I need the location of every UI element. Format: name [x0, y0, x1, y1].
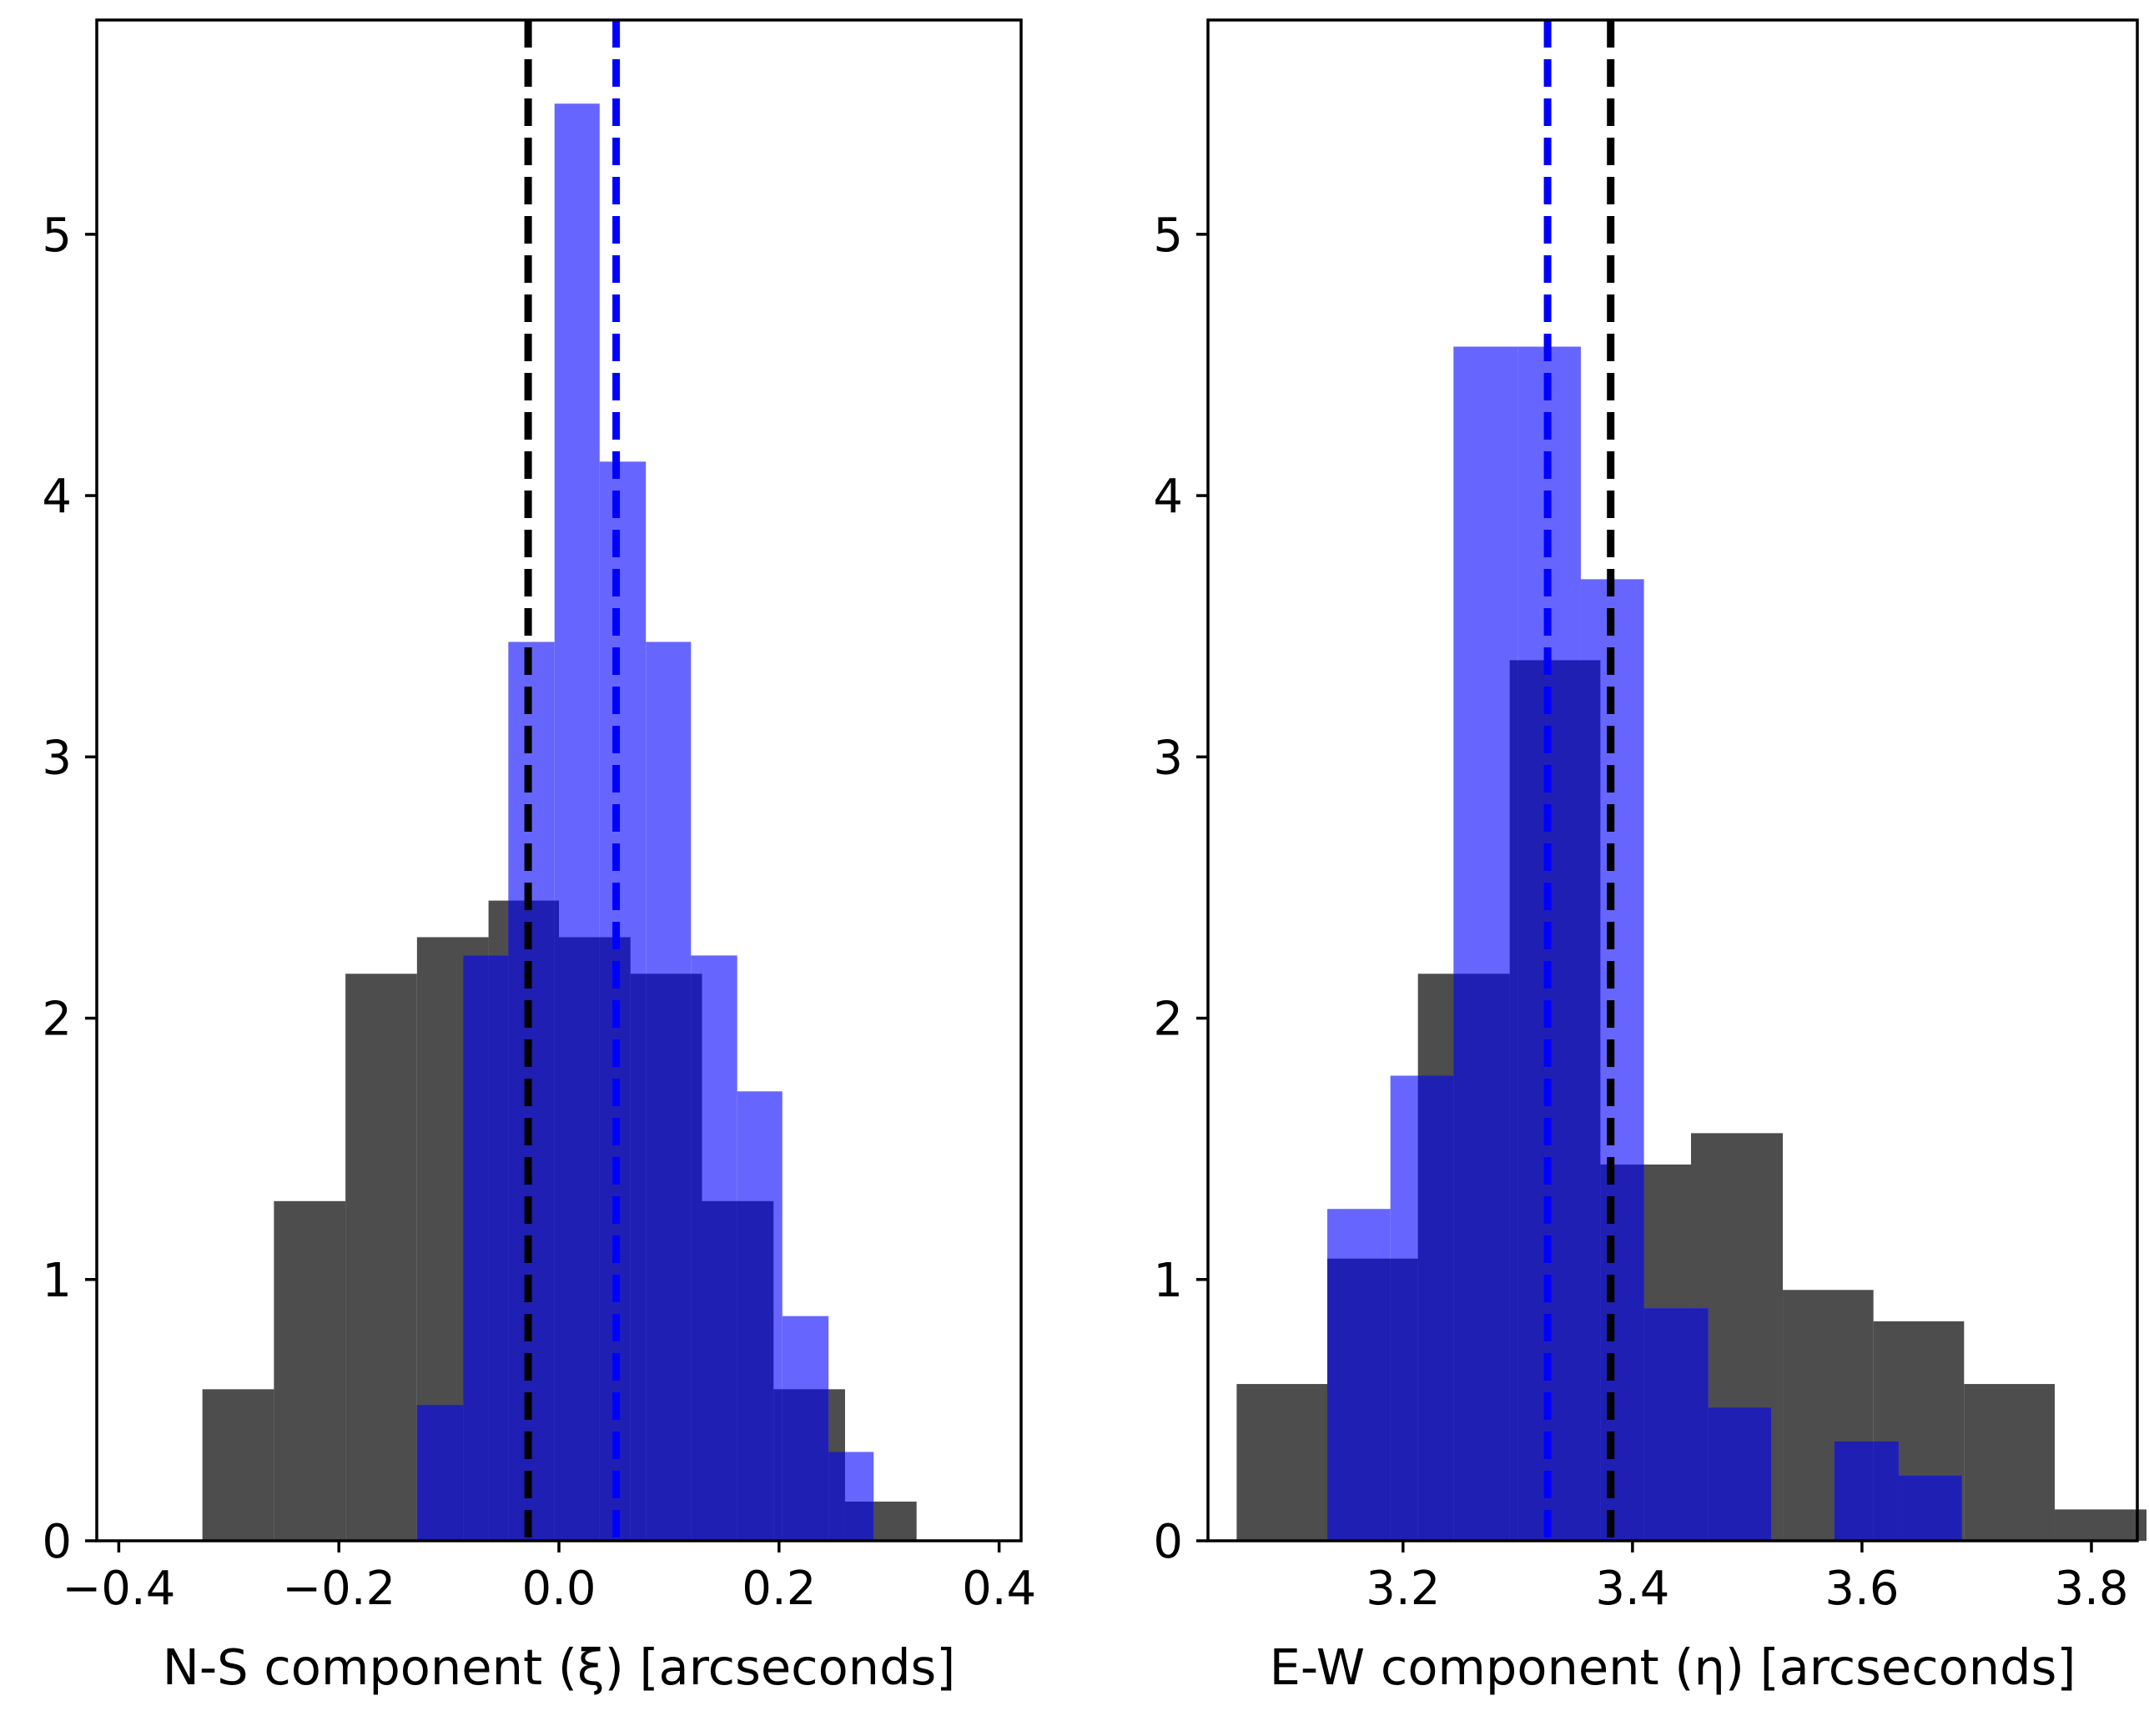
bar-overlap-3 — [1453, 974, 1510, 1541]
y-tick-label-1: 1 — [1153, 1254, 1183, 1308]
bar-overlap-15 — [844, 1502, 874, 1541]
left-panel: −0.4 −0.2 0.0 0.2 0.4 0 1 2 3 4 5 N-S component (ξ)… — [42, 18, 1036, 1696]
right-panel: 3.2 3.4 3.6 3.8 0 1 2 3 4 5 E-W component (η) [arc… — [1153, 18, 2147, 1696]
x-axis-label: E-W component (η) [arcseconds] — [1270, 1638, 2076, 1696]
bar-dark-2 — [345, 974, 417, 1541]
y-tick-label-0: 0 — [42, 1515, 72, 1569]
bar-overlap-8 — [1643, 1308, 1692, 1541]
bar-overlap-11 — [737, 1200, 774, 1541]
bar-overlap-13 — [782, 1389, 829, 1541]
x-tick-label-1: 3.4 — [1595, 1562, 1669, 1616]
bar-overlap-12 — [1873, 1441, 1899, 1541]
x-tick-label-0: −0.4 — [62, 1562, 175, 1616]
y-tick-label-3: 3 — [1153, 731, 1183, 785]
x-tick-label-2: 0.0 — [521, 1562, 596, 1616]
bar-overlap-9 — [691, 974, 702, 1541]
y-tick-label-3: 3 — [42, 731, 72, 785]
x-tick-label-1: −0.2 — [282, 1562, 395, 1616]
axes-frame — [1206, 18, 2139, 1542]
bar-overlap-7 — [630, 974, 647, 1541]
y-tick-label-5: 5 — [42, 209, 72, 263]
bar-overlap-1 — [1390, 1258, 1418, 1541]
bar-overlap-12 — [773, 1389, 783, 1541]
bar-overlap-10 — [702, 1200, 737, 1541]
bar-overlap-2 — [1417, 1075, 1454, 1541]
x-tick-label-0: 3.2 — [1366, 1562, 1440, 1616]
x-tick-label-2: 3.6 — [1824, 1562, 1899, 1616]
bar-dark-9 — [2054, 1509, 2147, 1541]
bar-overlap-14 — [828, 1452, 845, 1541]
bar-overlap-10 — [1708, 1407, 1772, 1541]
y-tick-label-2: 2 — [42, 993, 72, 1047]
y-tick-label-2: 2 — [1153, 993, 1183, 1047]
x-tick-label-4: 0.4 — [962, 1562, 1036, 1616]
bar-overlap-4 — [554, 900, 559, 1541]
y-tick-label-4: 4 — [42, 470, 72, 524]
bar-overlap-6 — [1580, 660, 1601, 1541]
bar-overlap-8 — [646, 974, 692, 1541]
bar-overlap-9 — [1691, 1308, 1709, 1541]
bar-dark-8 — [1964, 1384, 2055, 1541]
bar-overlap-1 — [463, 955, 489, 1541]
y-tick-label-4: 4 — [1153, 470, 1183, 524]
bar-overlap-7 — [1600, 1164, 1644, 1541]
bar-overlap-5 — [559, 937, 600, 1541]
x-axis-label: N-S component (ξ) [arcseconds] — [163, 1638, 956, 1696]
bar-overlap-2 — [488, 955, 509, 1541]
y-tick-label-1: 1 — [42, 1254, 72, 1308]
x-tick-label-3: 3.8 — [2054, 1562, 2128, 1616]
x-tick-label-3: 0.2 — [742, 1562, 816, 1616]
bar-overlap-4 — [1509, 660, 1518, 1541]
bar-dark-1 — [274, 1200, 346, 1541]
bar-dark-0 — [202, 1389, 274, 1541]
bar-overlap-0 — [1327, 1258, 1391, 1541]
bar-dark-0 — [1236, 1384, 1328, 1541]
y-tick-label-0: 0 — [1153, 1515, 1183, 1569]
bar-overlap-11 — [1834, 1441, 1874, 1541]
bar-overlap-13 — [1898, 1475, 1962, 1541]
y-tick-label-5: 5 — [1153, 209, 1183, 263]
bar-overlap-0 — [416, 1405, 464, 1541]
